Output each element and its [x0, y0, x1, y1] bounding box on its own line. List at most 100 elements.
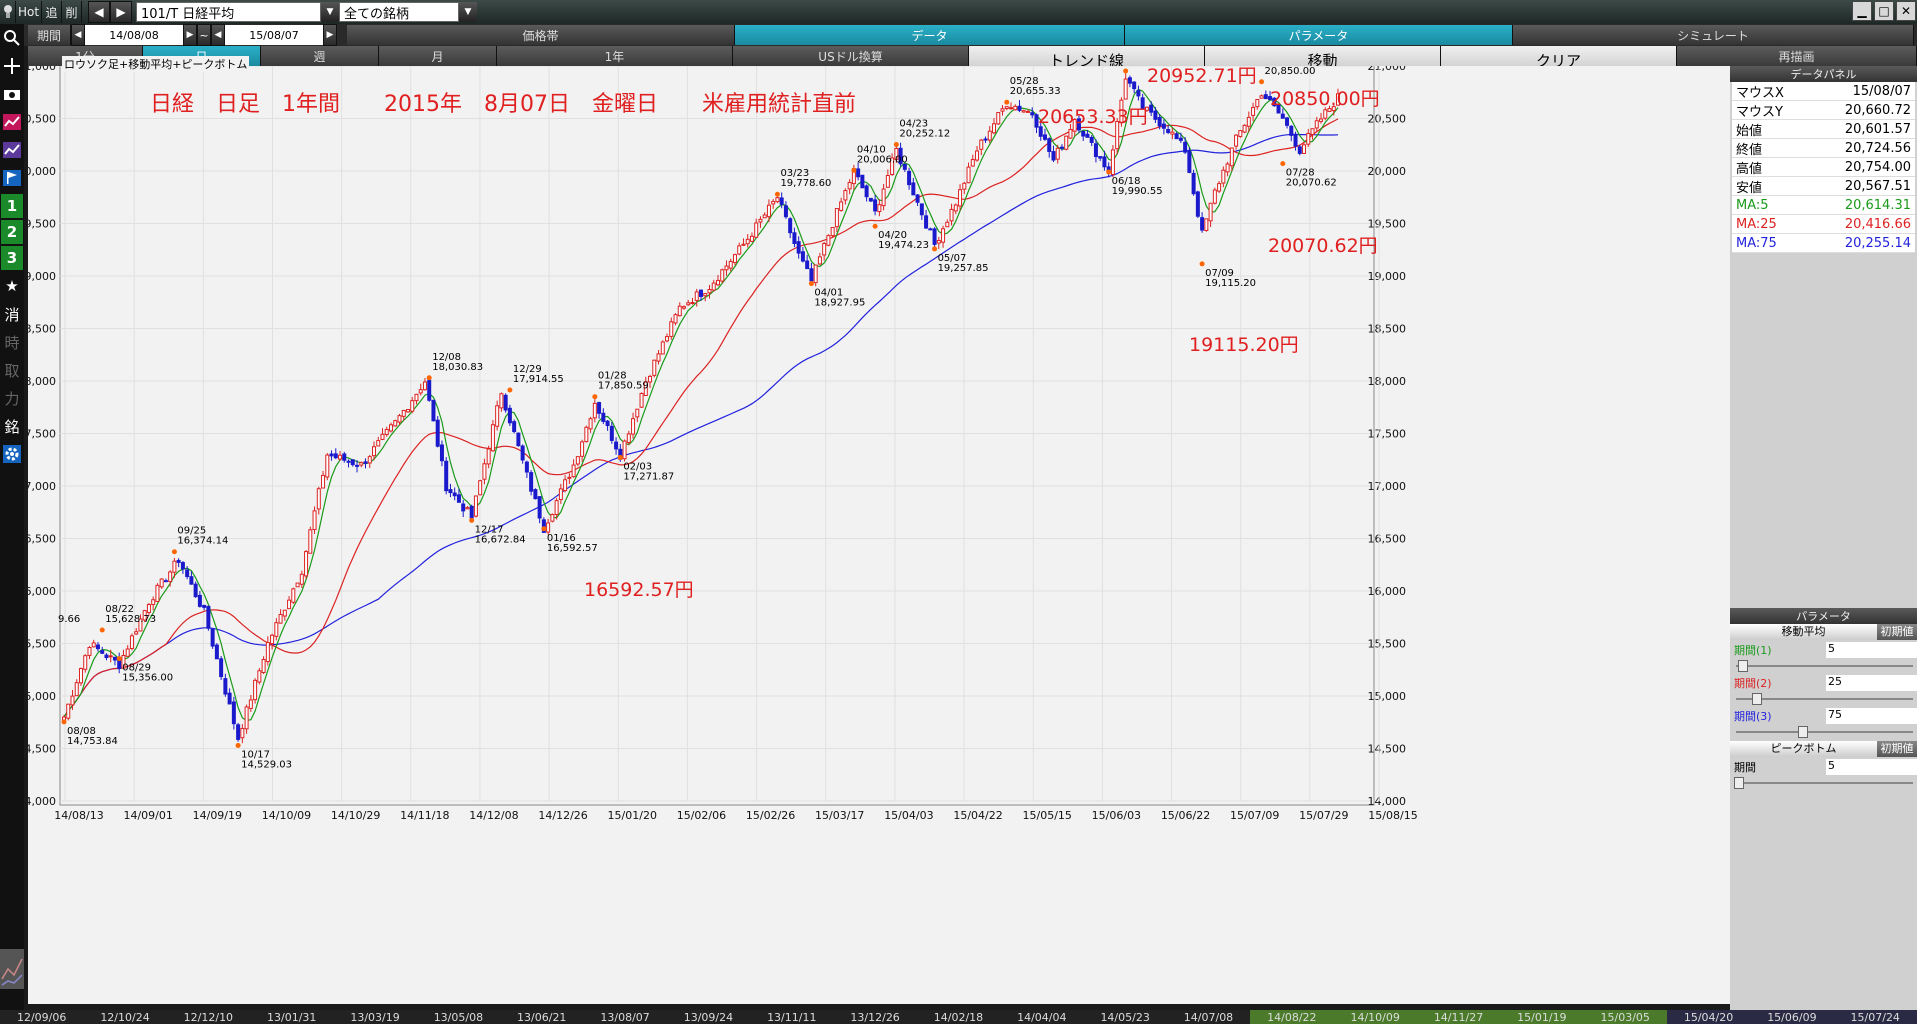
- crosshair-icon[interactable]: [0, 52, 24, 80]
- group-select[interactable]: 全ての銘柄: [339, 2, 459, 22]
- tab-parameter[interactable]: パラメータ: [1125, 25, 1513, 45]
- tf-week-button[interactable]: 週: [261, 46, 379, 66]
- star-icon[interactable]: ★: [5, 277, 19, 295]
- ma-reset-button[interactable]: 初期値: [1877, 624, 1917, 640]
- timeline-date[interactable]: 13/03/19: [333, 1010, 417, 1024]
- candle-body: [83, 655, 88, 670]
- erase-button[interactable]: 消: [4, 305, 20, 324]
- tab-price-band[interactable]: 価格帯: [347, 25, 735, 45]
- candlestick-chart[interactable]: 14,000 14,000 14,500 14,500 15,000 15,000 15,5…: [28, 66, 1730, 1004]
- period3-slider[interactable]: [1730, 725, 1917, 739]
- timeline-date[interactable]: 15/06/09: [1750, 1010, 1834, 1024]
- timeline-date[interactable]: 13/06/21: [500, 1010, 584, 1024]
- prev-symbol-button[interactable]: ◀: [88, 1, 110, 23]
- period4-slider[interactable]: [1730, 776, 1917, 790]
- timeline-date[interactable]: 15/01/19: [1500, 1010, 1584, 1024]
- y-tick-label-left: 18,500: [28, 323, 56, 336]
- usd-convert-button[interactable]: USドル換算: [733, 46, 969, 66]
- timeline-date[interactable]: 12/12/10: [166, 1010, 251, 1024]
- candle-body: [1017, 105, 1022, 111]
- timeline-date[interactable]: 15/07/24: [1833, 1010, 1917, 1024]
- redraw-button[interactable]: 再描画: [1677, 46, 1917, 66]
- period2-input[interactable]: 25: [1826, 674, 1917, 691]
- power-button[interactable]: 力: [4, 389, 20, 408]
- chart-area[interactable]: 14,000 14,000 14,500 14,500 15,000 15,000 15,5…: [28, 56, 1730, 1004]
- period3-input[interactable]: 75: [1826, 707, 1917, 724]
- trade-button[interactable]: 取: [4, 361, 20, 380]
- stock-button[interactable]: 銘: [4, 417, 20, 436]
- timeline-date[interactable]: 13/01/31: [250, 1010, 334, 1024]
- period1-input[interactable]: 5: [1826, 641, 1917, 658]
- hot-button[interactable]: Hot: [16, 1, 42, 23]
- close-button[interactable]: ✕: [1896, 1, 1916, 21]
- candle-body: [142, 610, 147, 621]
- timeline-date[interactable]: 13/05/08: [416, 1010, 501, 1024]
- flag-icon[interactable]: [0, 164, 24, 192]
- bottom-date-bar[interactable]: 12/09/06 12/10/24 12/12/10 13/01/31 13/03/19…: [0, 1010, 1917, 1024]
- slider-thumb[interactable]: [1734, 777, 1744, 789]
- slot-1-button[interactable]: 1: [1, 194, 23, 218]
- candle-body: [817, 256, 822, 265]
- slider-thumb[interactable]: [1798, 726, 1808, 738]
- timeline-date[interactable]: 14/08/22: [1250, 1010, 1334, 1024]
- slot-3-button[interactable]: 3: [1, 246, 23, 270]
- tab-data[interactable]: データ: [735, 25, 1125, 45]
- bulb-icon[interactable]: [0, 1, 16, 23]
- start-prev-button[interactable]: ◀: [71, 24, 85, 46]
- mini-chart-icon[interactable]: [0, 949, 24, 989]
- chevron-down-icon[interactable]: ▼: [459, 2, 477, 22]
- x-tick-label: 14/08/13: [54, 809, 103, 822]
- peak-date-label: 05/07: [938, 253, 967, 264]
- timeline-date[interactable]: 15/03/05: [1583, 1010, 1667, 1024]
- slot-2-button[interactable]: 2: [1, 220, 23, 244]
- end-prev-button[interactable]: ◀: [211, 24, 225, 46]
- maximize-button[interactable]: □: [1874, 1, 1894, 21]
- candle-body: [299, 573, 304, 585]
- tf-1year-button[interactable]: 1年: [497, 46, 733, 66]
- time-button[interactable]: 時: [4, 333, 20, 352]
- param-label: 期間: [1734, 760, 1756, 774]
- slider-thumb[interactable]: [1752, 693, 1762, 705]
- slider-thumb[interactable]: [1738, 660, 1748, 672]
- start-next-button[interactable]: ▶: [183, 24, 197, 46]
- timeline-date[interactable]: 13/12/26: [833, 1010, 917, 1024]
- candle-body: [1225, 163, 1230, 173]
- period4-input[interactable]: 5: [1826, 758, 1917, 775]
- candle-body: [448, 489, 453, 494]
- camera-icon[interactable]: [0, 80, 24, 108]
- timeline-date[interactable]: 14/07/08: [1166, 1010, 1251, 1024]
- pb-reset-button[interactable]: 初期値: [1877, 741, 1917, 757]
- minimize-button[interactable]: ▁: [1852, 1, 1872, 21]
- end-date-input[interactable]: 15/08/07: [225, 25, 323, 45]
- symbol-select[interactable]: 101/T 日経平均: [136, 2, 321, 22]
- timeline-date[interactable]: 14/05/23: [1083, 1010, 1167, 1024]
- tab-simulate[interactable]: シミュレート: [1513, 25, 1914, 45]
- period1-slider[interactable]: [1730, 659, 1917, 673]
- timeline-date[interactable]: 13/08/07: [583, 1010, 667, 1024]
- search-icon[interactable]: [0, 24, 24, 52]
- timeline-date[interactable]: 13/09/24: [666, 1010, 751, 1024]
- timeline-date[interactable]: 15/04/20: [1666, 1010, 1751, 1024]
- candle-body: [1217, 183, 1222, 192]
- timeline-date[interactable]: 13/11/11: [750, 1010, 834, 1024]
- next-symbol-button[interactable]: ▶: [110, 1, 132, 23]
- delete-button[interactable]: 削: [62, 1, 82, 23]
- timeline-date[interactable]: 14/10/09: [1333, 1010, 1417, 1024]
- trend-chart-icon[interactable]: [0, 136, 24, 164]
- add-button[interactable]: 追: [42, 1, 62, 23]
- y-tick-label-right: 18,500: [1368, 323, 1407, 336]
- timeline-date[interactable]: 14/04/04: [1000, 1010, 1084, 1024]
- timeline-date[interactable]: 14/11/27: [1416, 1010, 1501, 1024]
- end-next-button[interactable]: ▶: [323, 24, 337, 46]
- peak-date-label: 06/18: [1112, 176, 1141, 187]
- timeline-date[interactable]: 12/10/24: [83, 1010, 167, 1024]
- period2-slider[interactable]: [1730, 692, 1917, 706]
- chevron-down-icon[interactable]: ▼: [321, 2, 339, 22]
- tf-month-button[interactable]: 月: [379, 46, 497, 66]
- gear-icon[interactable]: [0, 440, 24, 468]
- start-date-input[interactable]: 14/08/08: [85, 25, 183, 45]
- timeline-date[interactable]: 12/09/06: [0, 1010, 84, 1024]
- timeline-date[interactable]: 14/02/18: [916, 1010, 1001, 1024]
- line-chart-icon[interactable]: [0, 108, 24, 136]
- callout-20952: 20952.71円: [1147, 65, 1257, 87]
